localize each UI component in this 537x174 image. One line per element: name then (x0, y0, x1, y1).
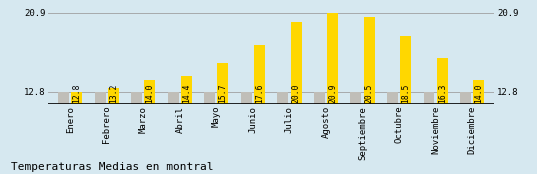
Bar (168, 92, 179, 104)
Bar (351, 92, 361, 104)
Text: 20.5: 20.5 (365, 84, 374, 103)
Text: Temperaturas Medias en montral: Temperaturas Medias en montral (11, 162, 213, 172)
Bar (291, 22, 301, 104)
Bar (108, 88, 119, 104)
Bar (364, 17, 375, 104)
Bar (314, 92, 325, 104)
Bar (205, 92, 215, 104)
Bar (95, 92, 106, 104)
Bar (144, 80, 155, 104)
Bar (460, 92, 471, 104)
Text: 20.9: 20.9 (328, 84, 337, 103)
Bar (58, 92, 69, 104)
Bar (473, 80, 484, 104)
Text: 14.4: 14.4 (182, 84, 191, 103)
Bar (327, 13, 338, 104)
Bar (131, 92, 142, 104)
Bar (181, 76, 192, 104)
Text: 20.0: 20.0 (292, 84, 301, 103)
Bar (400, 36, 411, 104)
Bar (387, 92, 398, 104)
Bar (424, 92, 434, 104)
Text: 14.0: 14.0 (474, 84, 483, 103)
Bar (217, 64, 228, 104)
Text: 17.6: 17.6 (255, 84, 264, 103)
Text: 14.0: 14.0 (146, 84, 155, 103)
Text: 13.2: 13.2 (109, 84, 118, 103)
Bar (437, 58, 448, 104)
Text: 12.8: 12.8 (72, 84, 81, 103)
Text: 15.7: 15.7 (219, 84, 228, 103)
Bar (278, 92, 288, 104)
Bar (254, 45, 265, 104)
Text: 18.5: 18.5 (401, 84, 410, 103)
Bar (71, 92, 82, 104)
Bar (241, 92, 252, 104)
Text: 16.3: 16.3 (438, 84, 447, 103)
